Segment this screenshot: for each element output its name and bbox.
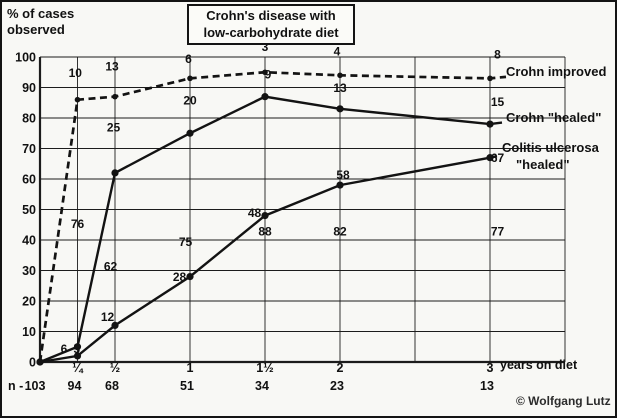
point-annotation: 6 xyxy=(61,342,68,356)
point-annotation: 5 xyxy=(73,342,80,356)
point-annotation: 13 xyxy=(333,81,347,95)
y-tick-label: 40 xyxy=(22,234,36,248)
data-point-marker xyxy=(261,93,269,101)
x-tick-label: ½ xyxy=(110,361,120,375)
series-line-1 xyxy=(38,70,507,363)
y-axis-title-line1: % of cases xyxy=(7,6,75,21)
data-point-marker xyxy=(111,169,119,177)
n-value: 51 xyxy=(180,379,194,393)
series-line-2 xyxy=(39,95,503,364)
y-tick-label: 10 xyxy=(22,325,36,339)
copyright-credit: © Wolfgang Lutz xyxy=(516,394,611,408)
data-point-marker xyxy=(187,75,193,82)
point-annotation: 13 xyxy=(105,60,119,74)
data-point-marker xyxy=(36,358,44,366)
data-point-marker xyxy=(73,352,82,360)
n-value: 68 xyxy=(105,379,119,393)
data-point-marker xyxy=(487,75,493,82)
y-tick-label: 90 xyxy=(22,81,36,95)
point-annotation: 20 xyxy=(183,93,197,107)
y-axis-title-line2: observed xyxy=(7,22,65,38)
data-point-marker xyxy=(186,273,194,281)
x-tick-label: 1½ xyxy=(256,361,273,375)
x-tick-label: 3 xyxy=(487,361,494,375)
point-annotation: 77 xyxy=(491,224,505,238)
data-point-marker xyxy=(111,321,119,329)
y-tick-label: 80 xyxy=(22,112,36,126)
point-annotation: 4 xyxy=(334,44,341,58)
point-annotation: 62 xyxy=(104,260,118,274)
n-value: 103 xyxy=(25,379,46,393)
point-annotation: 82 xyxy=(333,224,347,238)
point-annotation: 48 xyxy=(248,206,262,220)
y-tick-label: 50 xyxy=(22,203,36,217)
n-row-label: n - xyxy=(8,379,23,393)
n-value: 23 xyxy=(330,379,344,393)
y-tick-label: 70 xyxy=(22,142,36,156)
point-annotation: 67 xyxy=(491,151,505,165)
y-axis-title: % of cases observed xyxy=(7,6,74,39)
chart-title-line2: low-carbohydrate diet xyxy=(203,24,339,40)
point-annotation: 3 xyxy=(262,40,269,54)
point-annotation: 25 xyxy=(107,121,121,135)
data-point-marker xyxy=(486,120,494,128)
y-tick-label: 0 xyxy=(29,356,36,370)
series-label: Colitis ulcerosa xyxy=(502,140,600,155)
chart-title-box: Crohn's disease with low-carbohydrate di… xyxy=(187,4,355,46)
y-tick-label: 20 xyxy=(22,295,36,309)
data-point-marker xyxy=(261,212,269,220)
point-annotation: 15 xyxy=(491,95,505,109)
series-label: "healed" xyxy=(516,157,570,172)
data-point-marker xyxy=(186,129,194,137)
data-point-marker xyxy=(336,181,344,189)
x-tick-label: 2 xyxy=(337,361,344,375)
point-annotation: 9 xyxy=(265,67,272,81)
point-annotation: 8 xyxy=(494,48,501,62)
point-annotation: 28 xyxy=(173,270,187,284)
n-value: 13 xyxy=(480,379,494,393)
point-annotation: 12 xyxy=(101,310,115,324)
data-point-marker xyxy=(74,96,81,103)
data-point-marker xyxy=(337,72,343,79)
x-tick-label: ¼ xyxy=(72,361,84,375)
y-tick-label: 60 xyxy=(22,173,36,187)
series-label: Crohn improved xyxy=(506,64,606,79)
data-point-marker xyxy=(336,105,344,113)
point-annotation: 76 xyxy=(71,217,85,231)
x-axis-suffix: years on diet xyxy=(500,358,578,372)
y-tick-label: 100 xyxy=(15,51,36,65)
y-tick-label: 30 xyxy=(22,264,36,278)
data-point-marker xyxy=(262,69,268,76)
point-annotation: 10 xyxy=(69,66,83,80)
series-label: Crohn "healed" xyxy=(506,110,601,125)
x-tick-label: 1 xyxy=(187,361,194,375)
chart-title-line1: Crohn's disease with xyxy=(206,8,336,23)
data-point-marker xyxy=(112,93,118,100)
n-value: 34 xyxy=(255,379,269,393)
point-annotation: 75 xyxy=(179,235,193,249)
n-value: 94 xyxy=(68,379,82,393)
point-annotation: 6 xyxy=(185,52,192,66)
point-annotation: 88 xyxy=(258,224,272,238)
series-line-3 xyxy=(39,154,498,364)
point-annotation: 58 xyxy=(336,168,350,182)
data-point-marker xyxy=(486,154,494,162)
data-point-marker xyxy=(73,343,82,351)
